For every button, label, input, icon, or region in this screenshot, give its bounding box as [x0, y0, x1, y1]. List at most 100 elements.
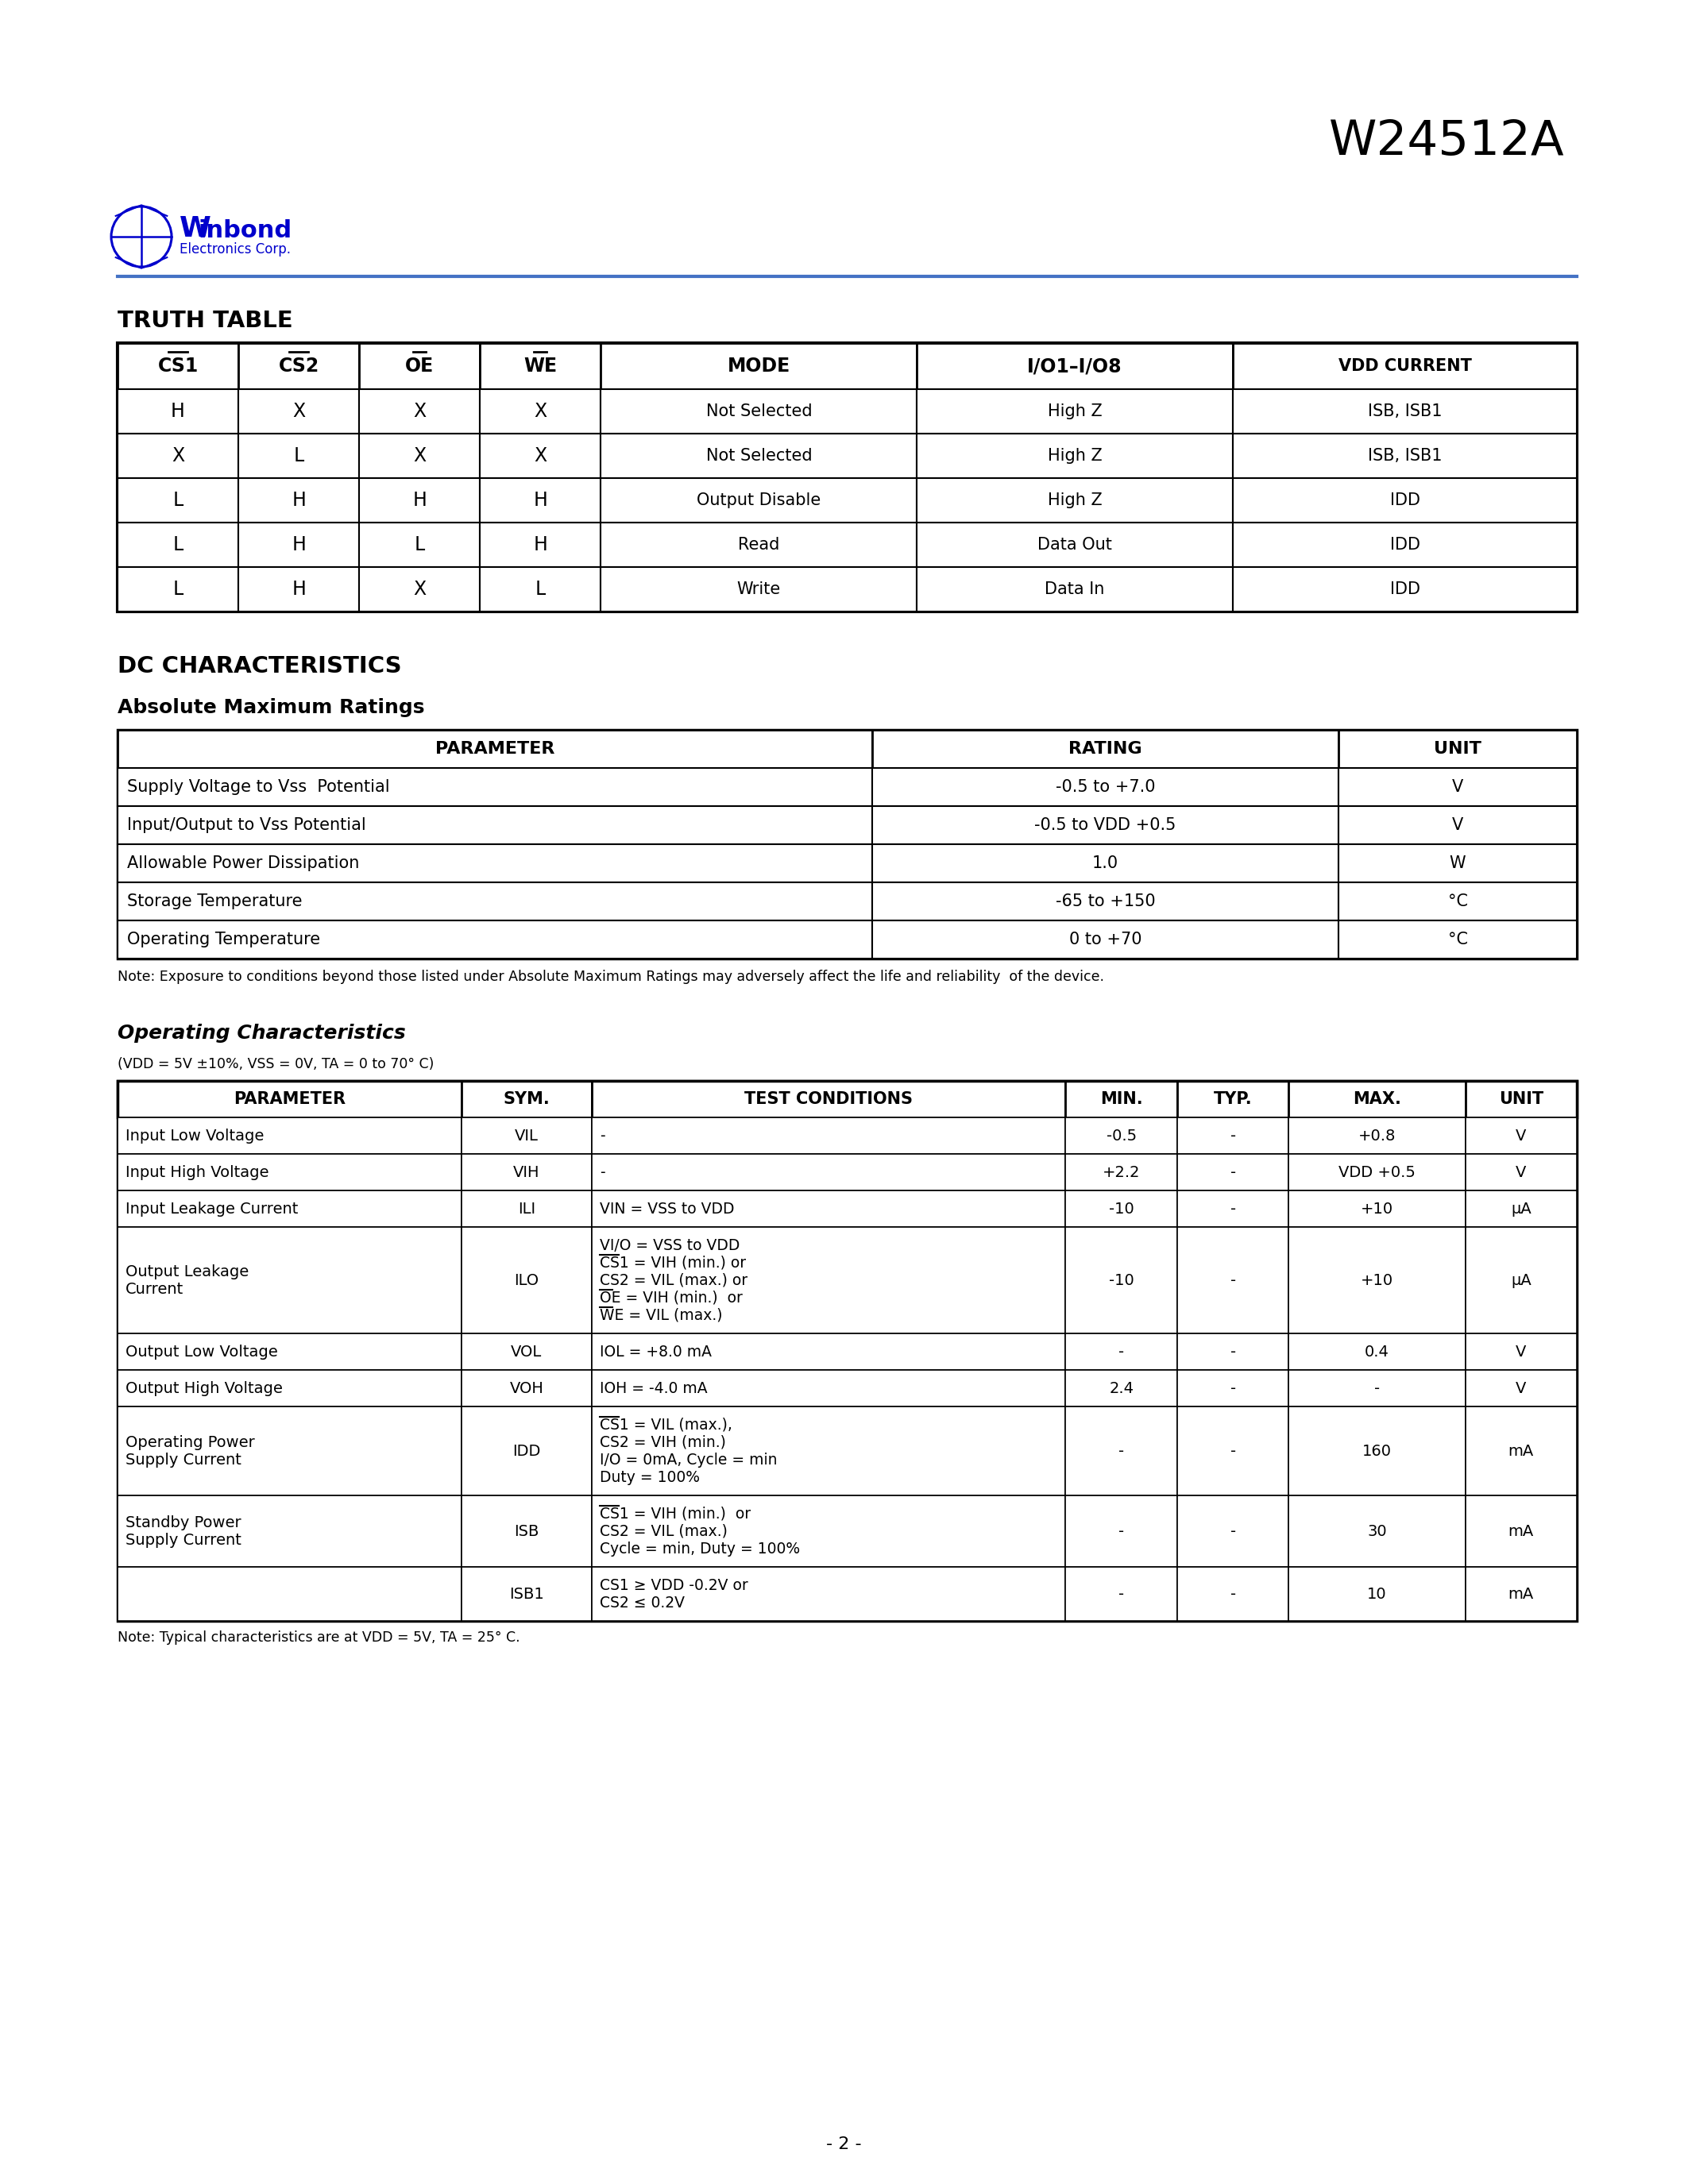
Text: ISB1: ISB1 [510, 1586, 544, 1601]
Text: -: - [1231, 1586, 1236, 1601]
Bar [461, 1081, 591, 1118]
Text: Not Selected: Not Selected [706, 404, 812, 419]
Bar [1288, 1190, 1465, 1227]
Text: 0.4: 0.4 [1364, 1343, 1389, 1358]
Text: IDD: IDD [513, 1444, 540, 1459]
Text: H: H [292, 579, 306, 598]
Text: -: - [1119, 1524, 1124, 1540]
Bar [1177, 1227, 1288, 1334]
Text: IOH = -4.0 mA: IOH = -4.0 mA [599, 1380, 707, 1396]
Text: Supply Current: Supply Current [125, 1533, 241, 1548]
Text: V: V [1516, 1343, 1526, 1358]
Text: inbond: inbond [199, 218, 292, 242]
Text: High Z: High Z [1048, 491, 1102, 509]
Text: Read: Read [738, 537, 780, 553]
Bar [118, 522, 238, 568]
Text: Output Leakage: Output Leakage [125, 1265, 248, 1280]
Text: IDD: IDD [1389, 491, 1420, 509]
Text: L: L [172, 491, 184, 509]
Bar [118, 729, 873, 769]
Bar [118, 806, 873, 845]
Bar [1065, 1081, 1177, 1118]
Bar [1232, 389, 1577, 435]
Bar [360, 522, 479, 568]
Text: MAX.: MAX. [1352, 1092, 1401, 1107]
Bar [591, 1118, 1065, 1153]
Bar [591, 1406, 1065, 1496]
Bar [1465, 1190, 1577, 1227]
Bar [479, 478, 601, 522]
Text: L: L [294, 446, 304, 465]
Text: Absolute Maximum Ratings: Absolute Maximum Ratings [118, 699, 425, 716]
Bar [1288, 1081, 1465, 1118]
Text: -: - [1231, 1273, 1236, 1289]
Text: L: L [535, 579, 545, 598]
Text: -0.5 to +7.0: -0.5 to +7.0 [1055, 780, 1155, 795]
Bar [118, 845, 873, 882]
Bar [1288, 1566, 1465, 1621]
Bar [118, 1081, 1577, 1621]
Text: -: - [1119, 1343, 1124, 1358]
Bar [1065, 1334, 1177, 1369]
Bar [917, 478, 1232, 522]
Text: -: - [599, 1129, 604, 1142]
Text: Supply Current: Supply Current [125, 1452, 241, 1468]
Text: X: X [533, 446, 547, 465]
Bar [591, 1566, 1065, 1621]
Text: V: V [1516, 1164, 1526, 1179]
Text: VIH: VIH [513, 1164, 540, 1179]
Bar [1177, 1566, 1288, 1621]
Text: H: H [533, 491, 547, 509]
Text: V: V [1452, 817, 1463, 832]
Bar [1232, 435, 1577, 478]
Text: UNIT: UNIT [1433, 740, 1482, 758]
Bar [1339, 845, 1577, 882]
Bar [873, 806, 1339, 845]
Bar [873, 769, 1339, 806]
Bar [601, 343, 917, 389]
Text: ISB, ISB1: ISB, ISB1 [1367, 404, 1442, 419]
Text: 30: 30 [1367, 1524, 1388, 1540]
Text: CS2: CS2 [279, 356, 319, 376]
Text: CS1: CS1 [157, 356, 197, 376]
Text: VIL: VIL [515, 1129, 538, 1142]
Bar [591, 1496, 1065, 1566]
Bar [479, 568, 601, 612]
Text: Output High Voltage: Output High Voltage [125, 1380, 282, 1396]
Bar [118, 343, 238, 389]
Text: Output Low Voltage: Output Low Voltage [125, 1343, 279, 1358]
Text: μA: μA [1511, 1201, 1531, 1216]
Text: CS1 ≥ VDD -0.2V or: CS1 ≥ VDD -0.2V or [599, 1577, 748, 1592]
Text: TRUTH TABLE: TRUTH TABLE [118, 310, 294, 332]
Text: Output Disable: Output Disable [697, 491, 820, 509]
Text: V: V [1452, 780, 1463, 795]
Text: °C: °C [1448, 933, 1467, 948]
Bar [360, 435, 479, 478]
Text: Note: Exposure to conditions beyond those listed under Absolute Maximum Ratings : Note: Exposure to conditions beyond thos… [118, 970, 1104, 985]
Text: -: - [599, 1164, 604, 1179]
Text: Operating Characteristics: Operating Characteristics [118, 1024, 405, 1042]
Text: MIN.: MIN. [1101, 1092, 1143, 1107]
Bar [118, 1190, 461, 1227]
Bar [461, 1334, 591, 1369]
Text: I/O = 0mA, Cycle = min: I/O = 0mA, Cycle = min [599, 1452, 776, 1468]
Bar [601, 435, 917, 478]
Bar [1465, 1496, 1577, 1566]
Bar [917, 568, 1232, 612]
Text: -: - [1119, 1586, 1124, 1601]
Text: Standby Power: Standby Power [125, 1516, 241, 1531]
Text: H: H [533, 535, 547, 555]
Bar [118, 1118, 461, 1153]
Text: mA: mA [1507, 1524, 1534, 1540]
Text: CS1 = VIH (min.)  or: CS1 = VIH (min.) or [599, 1507, 751, 1522]
Text: -: - [1231, 1444, 1236, 1459]
Bar [591, 1334, 1065, 1369]
Text: μA: μA [1511, 1273, 1531, 1289]
Bar [917, 343, 1232, 389]
Text: H: H [412, 491, 427, 509]
Bar [1288, 1369, 1465, 1406]
Bar [479, 522, 601, 568]
Text: VIN = VSS to VDD: VIN = VSS to VDD [599, 1201, 734, 1216]
Bar [1065, 1566, 1177, 1621]
Bar [461, 1369, 591, 1406]
